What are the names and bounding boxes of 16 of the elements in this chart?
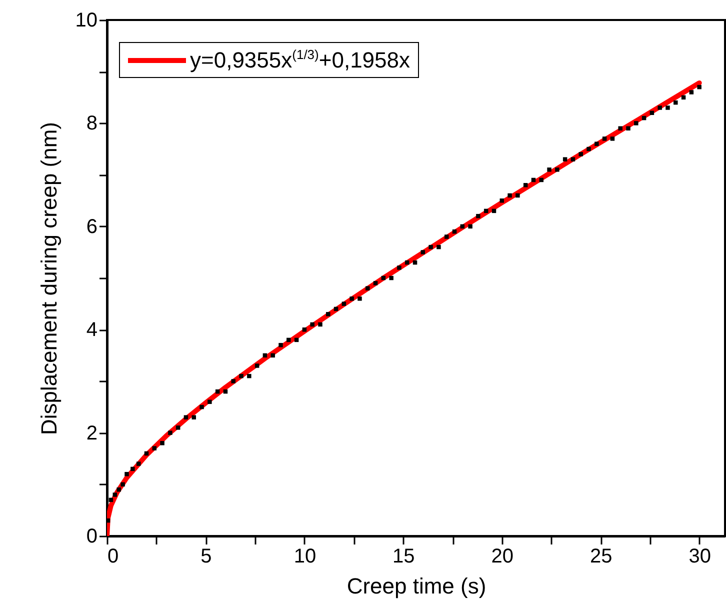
y-tick-label: 10 (75, 10, 98, 32)
y-tick-label: 6 (86, 216, 98, 238)
y-tick-label: 2 (86, 422, 98, 444)
x-tick-label: 25 (590, 546, 612, 568)
x-axis-title: Creep time (s) (346, 574, 486, 598)
x-tick-label: 30 (688, 546, 711, 568)
legend-label: y=0,9355x$^{(1/3)}$+0,1958x (190, 47, 410, 74)
y-axis-title: Displacement during creep (nm) (36, 122, 62, 436)
x-tick-label: 15 (392, 546, 415, 568)
x-tick-label: 5 (200, 546, 212, 568)
y-tick-label: 4 (86, 319, 98, 342)
x-tick-label: 0 (108, 546, 119, 568)
y-tick-label: 8 (86, 112, 98, 135)
x-tick-label: 10 (294, 546, 316, 568)
x-tick-label: 20 (491, 546, 514, 568)
y-tick-label: 0 (86, 526, 98, 548)
